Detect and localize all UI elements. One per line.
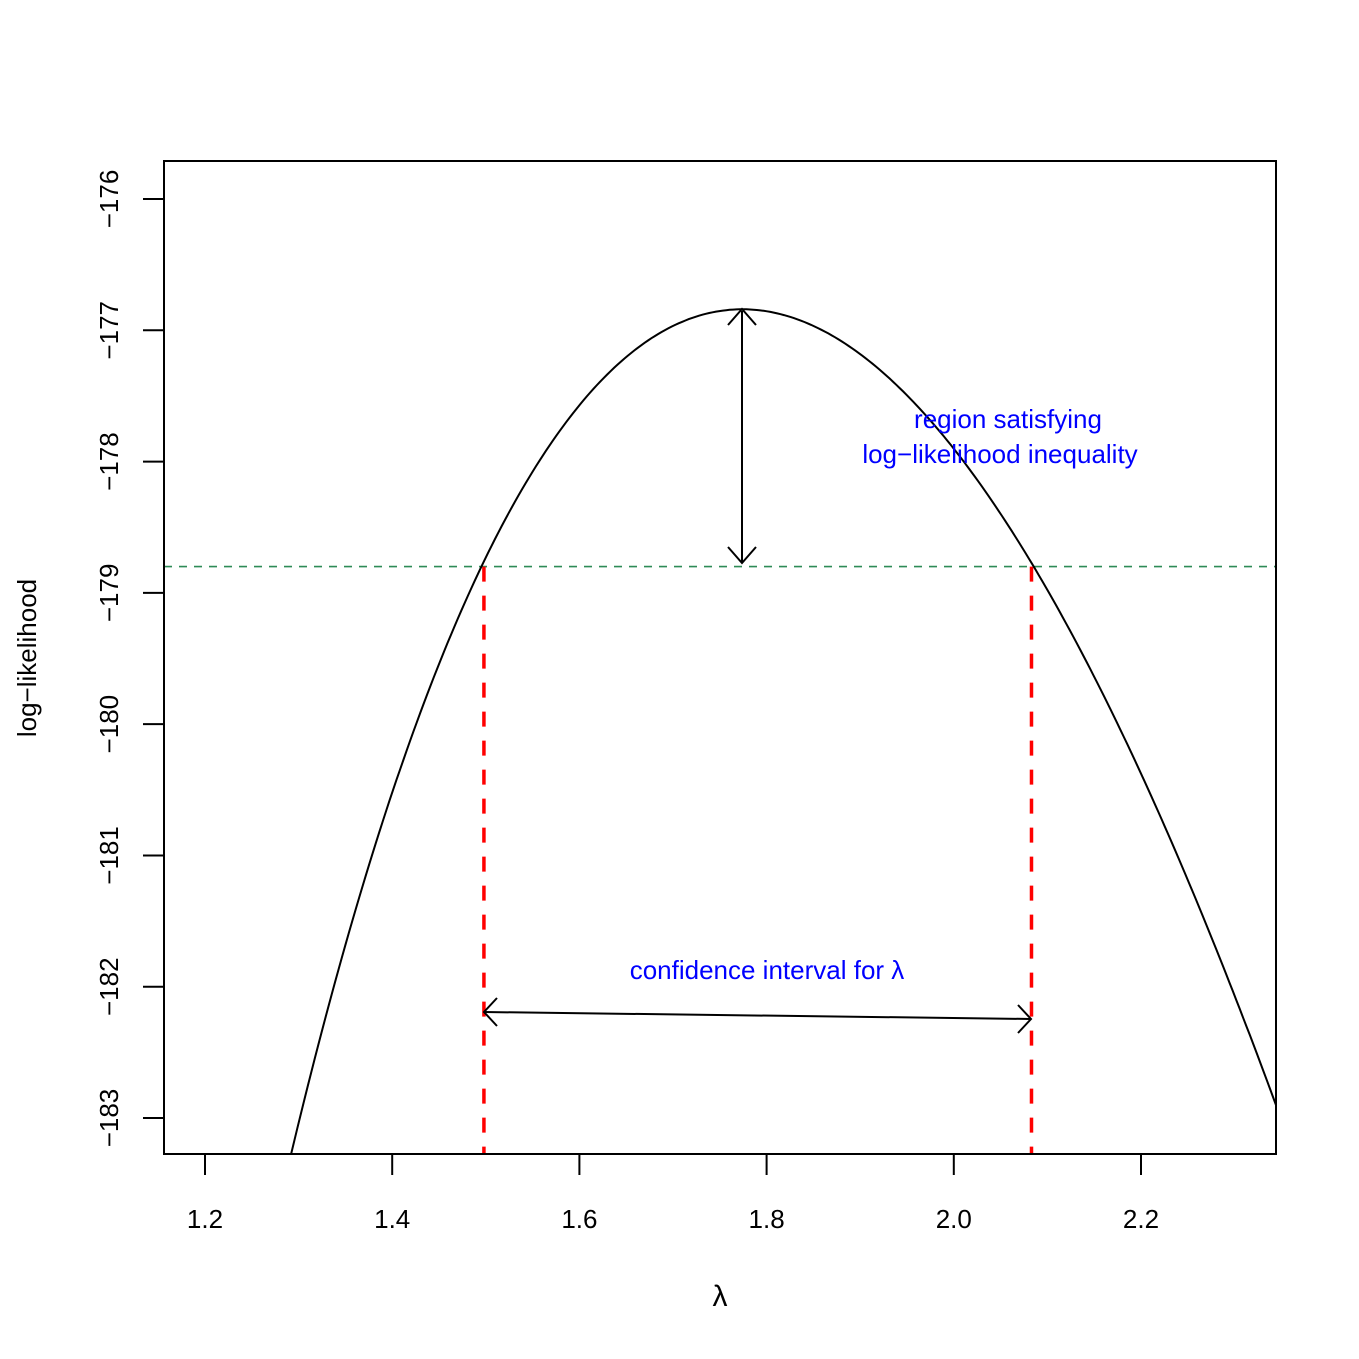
y-tick-label: −180: [94, 695, 124, 754]
x-tick-label: 1.8: [749, 1204, 785, 1234]
log-likelihood-curve: [290, 308, 1276, 1154]
y-axis: −176 −177 −178 −179 −180 −181 −182 −183: [94, 170, 164, 1148]
annotation-ci: confidence interval for λ: [630, 955, 905, 985]
y-tick-label: −178: [94, 432, 124, 491]
horizontal-double-arrow: [482, 997, 1033, 1034]
annotation-region-line2: log−likelihood inequality: [862, 439, 1137, 469]
x-tick-label: 2.2: [1123, 1204, 1159, 1234]
plot-frame: [163, 160, 1277, 1155]
y-tick-label: −179: [94, 564, 124, 623]
x-axis: 1.2 1.4 1.6 1.8 2.0 2.2: [187, 1154, 1159, 1234]
y-tick-label: −177: [94, 301, 124, 360]
annotation-region-line1: region satisfying: [914, 404, 1102, 434]
x-tick-label: 1.2: [187, 1204, 223, 1234]
y-tick-label: −181: [94, 826, 124, 885]
y-tick-label: −183: [94, 1089, 124, 1148]
y-tick-label: −176: [94, 170, 124, 229]
vertical-double-arrow: [727, 307, 757, 565]
x-tick-label: 1.6: [561, 1204, 597, 1234]
x-axis-label: λ: [713, 1280, 728, 1313]
x-tick-label: 2.0: [936, 1204, 972, 1234]
x-tick-label: 1.4: [374, 1204, 410, 1234]
y-axis-label: log−likelihood: [12, 579, 42, 737]
y-tick-label: −182: [94, 957, 124, 1016]
